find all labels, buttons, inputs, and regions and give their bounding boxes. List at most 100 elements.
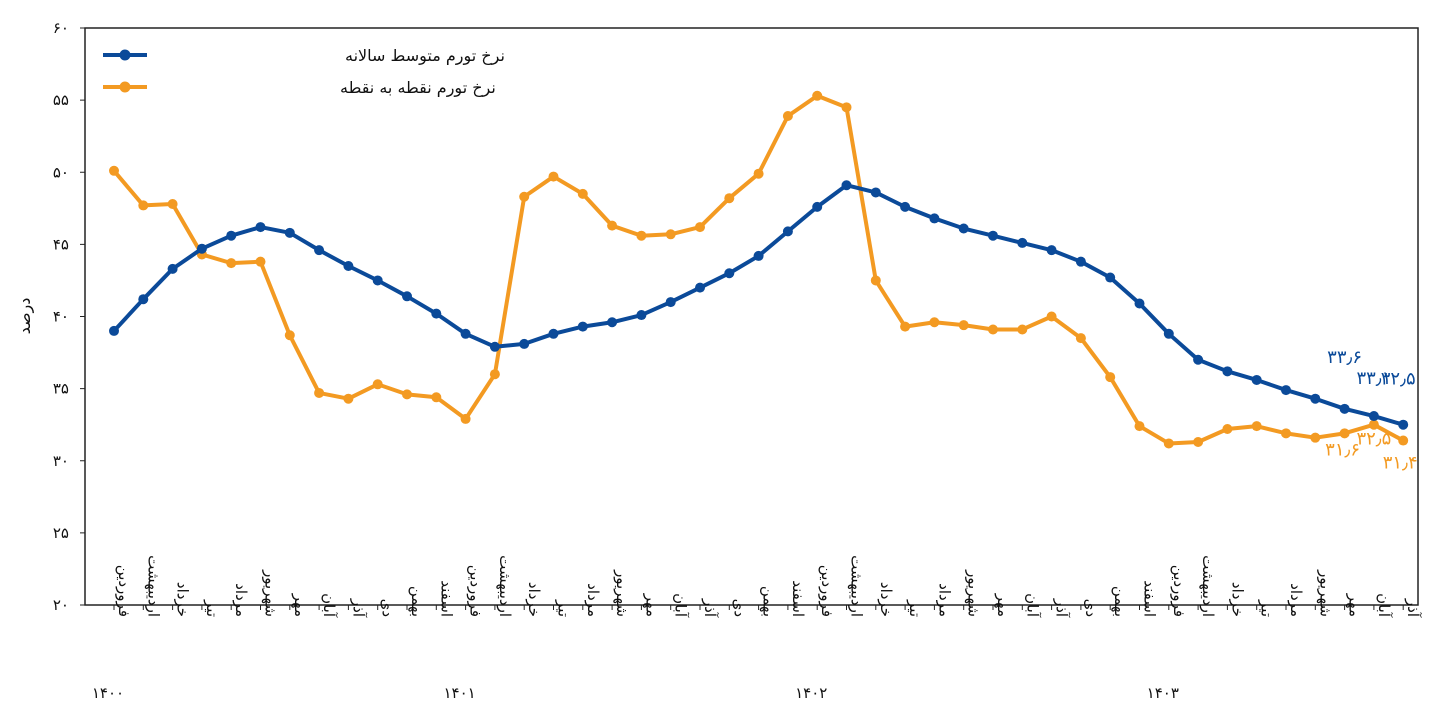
x-tick-label: مهر: [1346, 593, 1364, 617]
data-point-point-to-point: [870, 275, 881, 286]
data-point-point-to-point: [109, 165, 119, 176]
data-point-average: [753, 250, 764, 261]
y-axis-title: درصد: [15, 298, 35, 335]
data-point-point-to-point: [314, 387, 325, 398]
data-label-point-to-point: ۳۱٫۶: [1325, 439, 1360, 460]
data-point-average: [577, 321, 588, 332]
x-tick-label: بهمن: [1111, 586, 1129, 617]
data-point-average: [1339, 403, 1350, 414]
data-point-point-to-point: [577, 188, 588, 199]
data-point-point-to-point: [753, 168, 764, 179]
x-tick-label: اردیبهشت: [1199, 555, 1217, 617]
data-point-average: [724, 268, 735, 279]
data-point-point-to-point: [1339, 428, 1350, 439]
y-tick-label: ۵۰: [53, 163, 69, 181]
x-tick-label: فروردین: [467, 565, 485, 617]
x-tick-label: خرداد: [525, 582, 543, 617]
data-point-point-to-point: [255, 256, 266, 267]
data-point-point-to-point: [343, 393, 354, 404]
data-point-average: [1193, 354, 1204, 365]
x-tick-label: تیر: [1258, 599, 1276, 617]
legend-label-avg: نرخ تورم متوسط سالانه: [345, 46, 505, 66]
data-point-average: [1134, 298, 1145, 309]
x-tick-label: اردیبهشت: [496, 555, 514, 617]
data-point-average: [548, 328, 559, 339]
x-tick-label: اسفند: [1141, 580, 1159, 617]
data-label-point-to-point: ۳۲٫۵: [1356, 429, 1391, 450]
data-point-average: [1075, 256, 1086, 267]
data-point-point-to-point: [607, 220, 618, 231]
x-tick-label: آبان: [320, 593, 338, 618]
x-tick-label: خرداد: [877, 582, 895, 617]
data-point-average: [1222, 366, 1233, 377]
data-point-average: [1310, 393, 1321, 404]
x-tick-label: فروردین: [115, 565, 133, 617]
data-point-point-to-point: [372, 379, 383, 390]
y-tick-label: ۵۵: [53, 91, 69, 109]
data-point-point-to-point: [1193, 436, 1204, 447]
x-tick-label: تیر: [555, 599, 573, 617]
data-point-average: [812, 201, 823, 212]
data-point-point-to-point: [1017, 324, 1028, 335]
data-point-average: [665, 297, 676, 308]
data-point-point-to-point: [1046, 311, 1057, 322]
x-year-label: ۱۴۰۰: [92, 684, 124, 702]
x-year-label: ۱۴۰۲: [795, 684, 827, 702]
data-point-point-to-point: [900, 321, 911, 332]
x-tick-label: مهر: [291, 593, 309, 617]
x-tick-label: خرداد: [1228, 582, 1246, 617]
data-point-average: [226, 230, 237, 241]
x-tick-label: مرداد: [232, 583, 250, 617]
y-tick-label: ۳۰: [53, 452, 69, 470]
data-point-point-to-point: [431, 392, 442, 403]
data-point-point-to-point: [460, 413, 471, 424]
data-point-average: [1105, 272, 1116, 283]
x-tick-label: دی: [730, 599, 748, 617]
data-point-average: [1281, 385, 1291, 396]
y-axis: ۲۰ ۲۵ ۳۰ ۳۵ ۴۰ ۴۵ ۵۰ ۵۵ ۶۰: [53, 19, 85, 614]
data-point-point-to-point: [841, 102, 852, 113]
data-point-point-to-point: [402, 389, 412, 400]
x-tick-label: آبان: [672, 593, 690, 618]
data-point-average: [489, 341, 500, 352]
x-tick-label: اسفند: [437, 580, 455, 617]
x-tick-label: خرداد: [174, 582, 192, 617]
x-tick-label: اردیبهشت: [144, 555, 162, 617]
x-tick-label: تیر: [203, 599, 221, 617]
data-point-average: [900, 201, 911, 212]
x-tick-label: دی: [379, 599, 397, 617]
data-point-average: [988, 230, 998, 241]
legend-marker-avg: [119, 49, 131, 61]
data-point-average: [1046, 245, 1057, 256]
series-line-average: [112, 183, 1406, 427]
x-tick-label: آبان: [1375, 593, 1393, 618]
data-label-average: ۳۲٫۵: [1381, 369, 1416, 390]
x-tick-label: دی: [1082, 599, 1100, 617]
data-point-point-to-point: [988, 324, 998, 335]
data-point-average: [1251, 374, 1262, 385]
data-point-point-to-point: [665, 229, 676, 240]
data-label-average: ۳۳٫۱: [1356, 368, 1391, 389]
data-point-average: [929, 213, 940, 224]
data-point-point-to-point: [1398, 435, 1409, 446]
data-point-average: [695, 282, 705, 293]
x-tick-label: مرداد: [584, 583, 602, 617]
data-point-point-to-point: [1163, 438, 1174, 449]
data-point-point-to-point: [138, 200, 149, 211]
legend-marker-pt: [119, 81, 131, 93]
x-tick-label: تیر: [906, 599, 924, 617]
data-point-point-to-point: [724, 193, 735, 204]
data-point-average: [196, 243, 207, 254]
x-tick-label: شهریور: [1316, 569, 1334, 617]
y-tick-label: ۴۵: [53, 235, 69, 253]
data-point-point-to-point: [812, 90, 823, 101]
data-point-point-to-point: [1368, 419, 1379, 430]
data-point-average: [460, 328, 471, 339]
x-year-label: ۱۴۰۱: [443, 684, 475, 702]
data-point-point-to-point: [1310, 432, 1321, 443]
data-point-point-to-point: [489, 369, 500, 380]
data-point-average: [284, 227, 295, 238]
data-point-point-to-point: [1281, 428, 1291, 439]
